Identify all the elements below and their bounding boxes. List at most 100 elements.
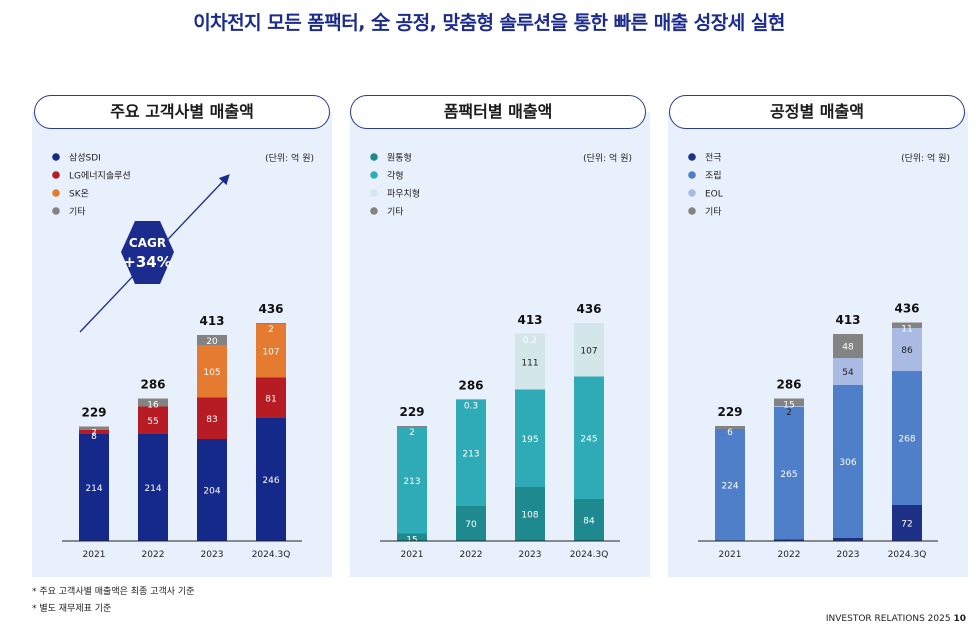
bar-segment bbox=[256, 418, 286, 541]
data-label: 306 bbox=[839, 458, 856, 468]
bar-segment bbox=[574, 376, 604, 499]
bar-segment bbox=[197, 345, 227, 398]
bar-segment bbox=[138, 434, 168, 541]
data-label: 2 bbox=[268, 325, 274, 335]
legend-marker bbox=[370, 153, 378, 161]
legend-label: SK온 bbox=[69, 189, 89, 200]
total-label: 413 bbox=[517, 313, 542, 327]
bar-segment bbox=[515, 334, 545, 390]
data-label: 245 bbox=[580, 434, 597, 444]
x-tick-label: 2021 bbox=[401, 550, 424, 560]
bar-segment bbox=[892, 371, 922, 505]
cagr-label: CAGR bbox=[129, 236, 166, 250]
legend-label: EOL bbox=[705, 190, 723, 200]
chart-title-process: 공정별 매출액 bbox=[669, 95, 965, 129]
bar-segment bbox=[397, 427, 427, 534]
data-label: 20 bbox=[206, 337, 218, 347]
data-label: 6 bbox=[845, 540, 851, 550]
data-label: 214 bbox=[144, 484, 161, 494]
legend-marker bbox=[52, 207, 60, 215]
x-tick-label: 2021 bbox=[83, 550, 106, 560]
legend-label: 원통형 bbox=[387, 153, 412, 164]
data-label: 11 bbox=[901, 325, 912, 335]
data-label: 2 bbox=[786, 408, 792, 418]
legend-label: 삼성SDI bbox=[69, 153, 101, 164]
data-label: 105 bbox=[203, 368, 220, 378]
data-label: 107 bbox=[262, 347, 279, 357]
legend-marker bbox=[688, 153, 696, 161]
bar-segment bbox=[515, 487, 545, 541]
total-label: 436 bbox=[894, 302, 919, 316]
legend-marker bbox=[52, 153, 60, 161]
legend-label: 조립 bbox=[705, 171, 722, 182]
data-label: 108 bbox=[521, 511, 538, 521]
bar-segment bbox=[892, 322, 922, 328]
legend-label: 기타 bbox=[69, 207, 86, 218]
legend-marker bbox=[688, 171, 696, 179]
bar-segment bbox=[833, 358, 863, 385]
bar-segment bbox=[256, 377, 286, 418]
total-label: 286 bbox=[458, 378, 483, 392]
legend-marker bbox=[688, 207, 696, 215]
cagr-badge bbox=[121, 221, 174, 284]
total-label: 436 bbox=[258, 302, 283, 316]
legend-label: 기타 bbox=[705, 207, 722, 218]
data-label: 81 bbox=[265, 394, 276, 404]
data-label: 111 bbox=[521, 358, 538, 368]
data-label: 195 bbox=[521, 435, 538, 445]
data-label: 84 bbox=[583, 517, 595, 527]
cagr-value: +34% bbox=[123, 253, 171, 271]
total-label: 286 bbox=[140, 378, 165, 392]
data-label: 265 bbox=[780, 470, 797, 480]
chart-title-formfactor: 폼팩터별 매출액 bbox=[350, 95, 646, 129]
total-label: 436 bbox=[576, 302, 601, 316]
data-label: 246 bbox=[262, 476, 279, 486]
bar-segment bbox=[79, 430, 109, 434]
formfactor-revenue-chart: (단위: 억 원)원통형각형파우치형기타1521322292021702130.… bbox=[370, 152, 632, 560]
data-label: 7 bbox=[91, 429, 97, 439]
bar-segment bbox=[774, 398, 804, 406]
x-tick-label: 2021 bbox=[719, 550, 742, 560]
data-label: 107 bbox=[580, 346, 597, 356]
x-tick-label: 2023 bbox=[837, 550, 860, 560]
data-label: 72 bbox=[901, 520, 912, 530]
legend-marker bbox=[370, 171, 378, 179]
legend-marker bbox=[52, 171, 60, 179]
chart-title-customer: 주요 고객사별 매출액 bbox=[34, 95, 330, 129]
data-label: 48 bbox=[842, 343, 854, 353]
data-label: 6 bbox=[727, 428, 733, 438]
data-label: 3 bbox=[786, 542, 792, 552]
bar-segment bbox=[397, 533, 427, 541]
data-label: 0.2 bbox=[523, 336, 537, 346]
bar-segment bbox=[138, 398, 168, 407]
x-tick-label: 2024.3Q bbox=[570, 550, 609, 560]
bar-segment bbox=[397, 426, 427, 427]
bar-segment bbox=[197, 439, 227, 541]
x-tick-label: 2023 bbox=[519, 550, 542, 560]
data-label: 8 bbox=[91, 432, 97, 442]
data-label: 15 bbox=[783, 401, 794, 411]
bar-segment bbox=[774, 407, 804, 540]
bar-segment bbox=[515, 389, 545, 487]
bar-segment bbox=[256, 323, 286, 324]
unit-label: (단위: 억 원) bbox=[901, 152, 950, 164]
bar-segment bbox=[138, 406, 168, 434]
bar-segment bbox=[574, 323, 604, 377]
footnote-separate-fs: * 별도 재무제표 기준 bbox=[32, 604, 112, 614]
total-label: 229 bbox=[399, 405, 424, 419]
x-tick-label: 2024.3Q bbox=[252, 550, 291, 560]
data-label: 213 bbox=[403, 477, 420, 487]
data-label: 214 bbox=[85, 484, 102, 494]
footnote-customer-basis: * 주요 고객사별 매출액은 최종 고객사 기준 bbox=[32, 587, 195, 597]
bar-segment bbox=[456, 399, 486, 506]
total-label: 413 bbox=[199, 314, 224, 328]
data-label: 213 bbox=[462, 449, 479, 459]
legend-label: 각형 bbox=[387, 170, 404, 182]
legend-marker bbox=[370, 207, 378, 215]
bar-segment bbox=[833, 334, 863, 358]
total-label: 286 bbox=[776, 378, 801, 392]
x-tick-label: 2022 bbox=[142, 550, 165, 560]
total-label: 229 bbox=[81, 406, 106, 420]
